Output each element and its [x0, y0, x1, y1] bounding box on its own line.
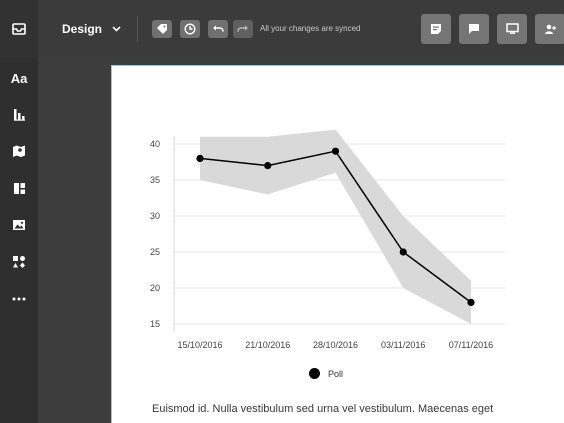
y-tick-label: 20 [150, 283, 160, 293]
map-icon [13, 145, 25, 157]
share-button[interactable] [535, 14, 564, 44]
bar-chart-icon [13, 108, 25, 121]
chevron-down-icon [112, 26, 121, 32]
sync-status: All your changes are synced [260, 24, 361, 33]
chart-legend: Poll [309, 368, 343, 379]
tag-button[interactable] [152, 20, 172, 38]
sidebar-item-more[interactable] [0, 286, 38, 312]
legend-label: Poll [328, 368, 344, 379]
x-tick-label: 28/10/2016 [313, 340, 358, 350]
notes-button[interactable] [421, 14, 451, 44]
sidebar-item-images[interactable] [0, 212, 38, 238]
layout-icon [13, 182, 25, 194]
body-paragraph[interactable]: Euismod id. Nulla vestibulum sed urna ve… [152, 403, 494, 415]
y-tick-label: 35 [150, 175, 160, 185]
share-users-icon [544, 24, 556, 34]
data-point [264, 162, 272, 170]
undo-button[interactable] [208, 20, 228, 38]
shapes-icon [13, 256, 25, 268]
comment-icon [469, 24, 479, 34]
y-tick-label: 15 [150, 319, 160, 329]
data-point [331, 147, 340, 155]
y-tick-label: 25 [150, 247, 160, 257]
sidebar-item-shapes[interactable] [0, 249, 38, 275]
confidence-band [200, 129, 471, 324]
image-icon [13, 220, 25, 230]
y-tick-label: 30 [150, 211, 160, 221]
line-chart[interactable]: 15 20 25 30 35 40 15/10/2016 21/10/2016 28/10/20… [112, 66, 564, 366]
undo-icon [213, 25, 224, 32]
x-tick-label: 15/10/2016 [177, 340, 222, 350]
data-point [196, 154, 204, 162]
top-toolbar: Design All your changes are synced [0, 0, 564, 58]
x-tick-label: 21/10/2016 [245, 340, 290, 350]
text-icon: Aa [10, 70, 28, 86]
sidebar-item-text[interactable]: Aa [0, 65, 38, 91]
y-tick-label: 40 [150, 139, 160, 149]
sidebar-item-layout[interactable] [0, 175, 38, 201]
notes-icon [431, 24, 441, 34]
toolbar-divider [137, 16, 138, 42]
mode-dropdown[interactable]: Design [62, 20, 121, 38]
clock-icon [184, 23, 196, 35]
comment-button[interactable] [459, 14, 489, 44]
redo-icon [237, 25, 248, 32]
inbox-tray-icon[interactable] [0, 0, 38, 58]
x-tick-label: 07/11/2016 [449, 340, 493, 350]
history-button[interactable] [180, 20, 200, 38]
more-icon [12, 297, 26, 301]
left-sidebar: Aa [0, 58, 38, 423]
legend-marker [309, 368, 320, 379]
tag-icon [157, 24, 167, 34]
redo-button[interactable] [233, 20, 253, 38]
monitor-icon [505, 23, 519, 34]
canvas-page[interactable]: 15 20 25 30 35 40 15/10/2016 21/10/2016 28/10/20… [111, 65, 564, 423]
sidebar-item-charts[interactable] [0, 101, 38, 127]
x-tick-label: 03/11/2016 [381, 340, 425, 350]
preview-button[interactable] [497, 14, 527, 44]
data-point [467, 298, 475, 306]
data-point [399, 248, 407, 256]
mode-label: Design [62, 22, 103, 36]
sidebar-item-maps[interactable] [0, 138, 38, 164]
